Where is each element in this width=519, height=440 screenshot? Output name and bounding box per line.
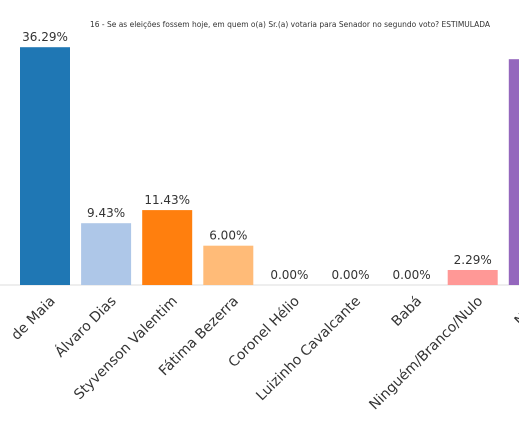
bar bbox=[203, 245, 254, 285]
value-label: 11.43% bbox=[144, 193, 190, 207]
bar bbox=[142, 210, 193, 285]
value-label: 36.29% bbox=[22, 30, 68, 44]
value-label: 0.00% bbox=[393, 268, 431, 282]
bar bbox=[447, 269, 498, 285]
value-label: 0.00% bbox=[270, 268, 308, 282]
x-tick-label: Álvaro Dias bbox=[52, 293, 120, 361]
value-label: 2.29% bbox=[454, 253, 492, 267]
x-tick-label: de Maia bbox=[8, 293, 58, 343]
x-tick-label: Styvenson Valentim bbox=[71, 293, 181, 403]
value-label: 0.00% bbox=[331, 268, 369, 282]
x-tick-label: Luizinho Cavalcante bbox=[253, 293, 364, 404]
bar bbox=[20, 47, 70, 285]
bar bbox=[508, 59, 519, 285]
x-tick-label: NS/N bbox=[512, 293, 519, 329]
x-tick-label: Babá bbox=[389, 293, 426, 330]
chart-title: 16 - Se as eleições fossem hoje, em quem… bbox=[90, 20, 491, 29]
x-tick-label: Ninguém/Branco/Nulo bbox=[366, 293, 486, 413]
value-label: 6.00% bbox=[209, 229, 247, 243]
value-label: 9.43% bbox=[87, 206, 125, 220]
bar bbox=[81, 223, 132, 285]
